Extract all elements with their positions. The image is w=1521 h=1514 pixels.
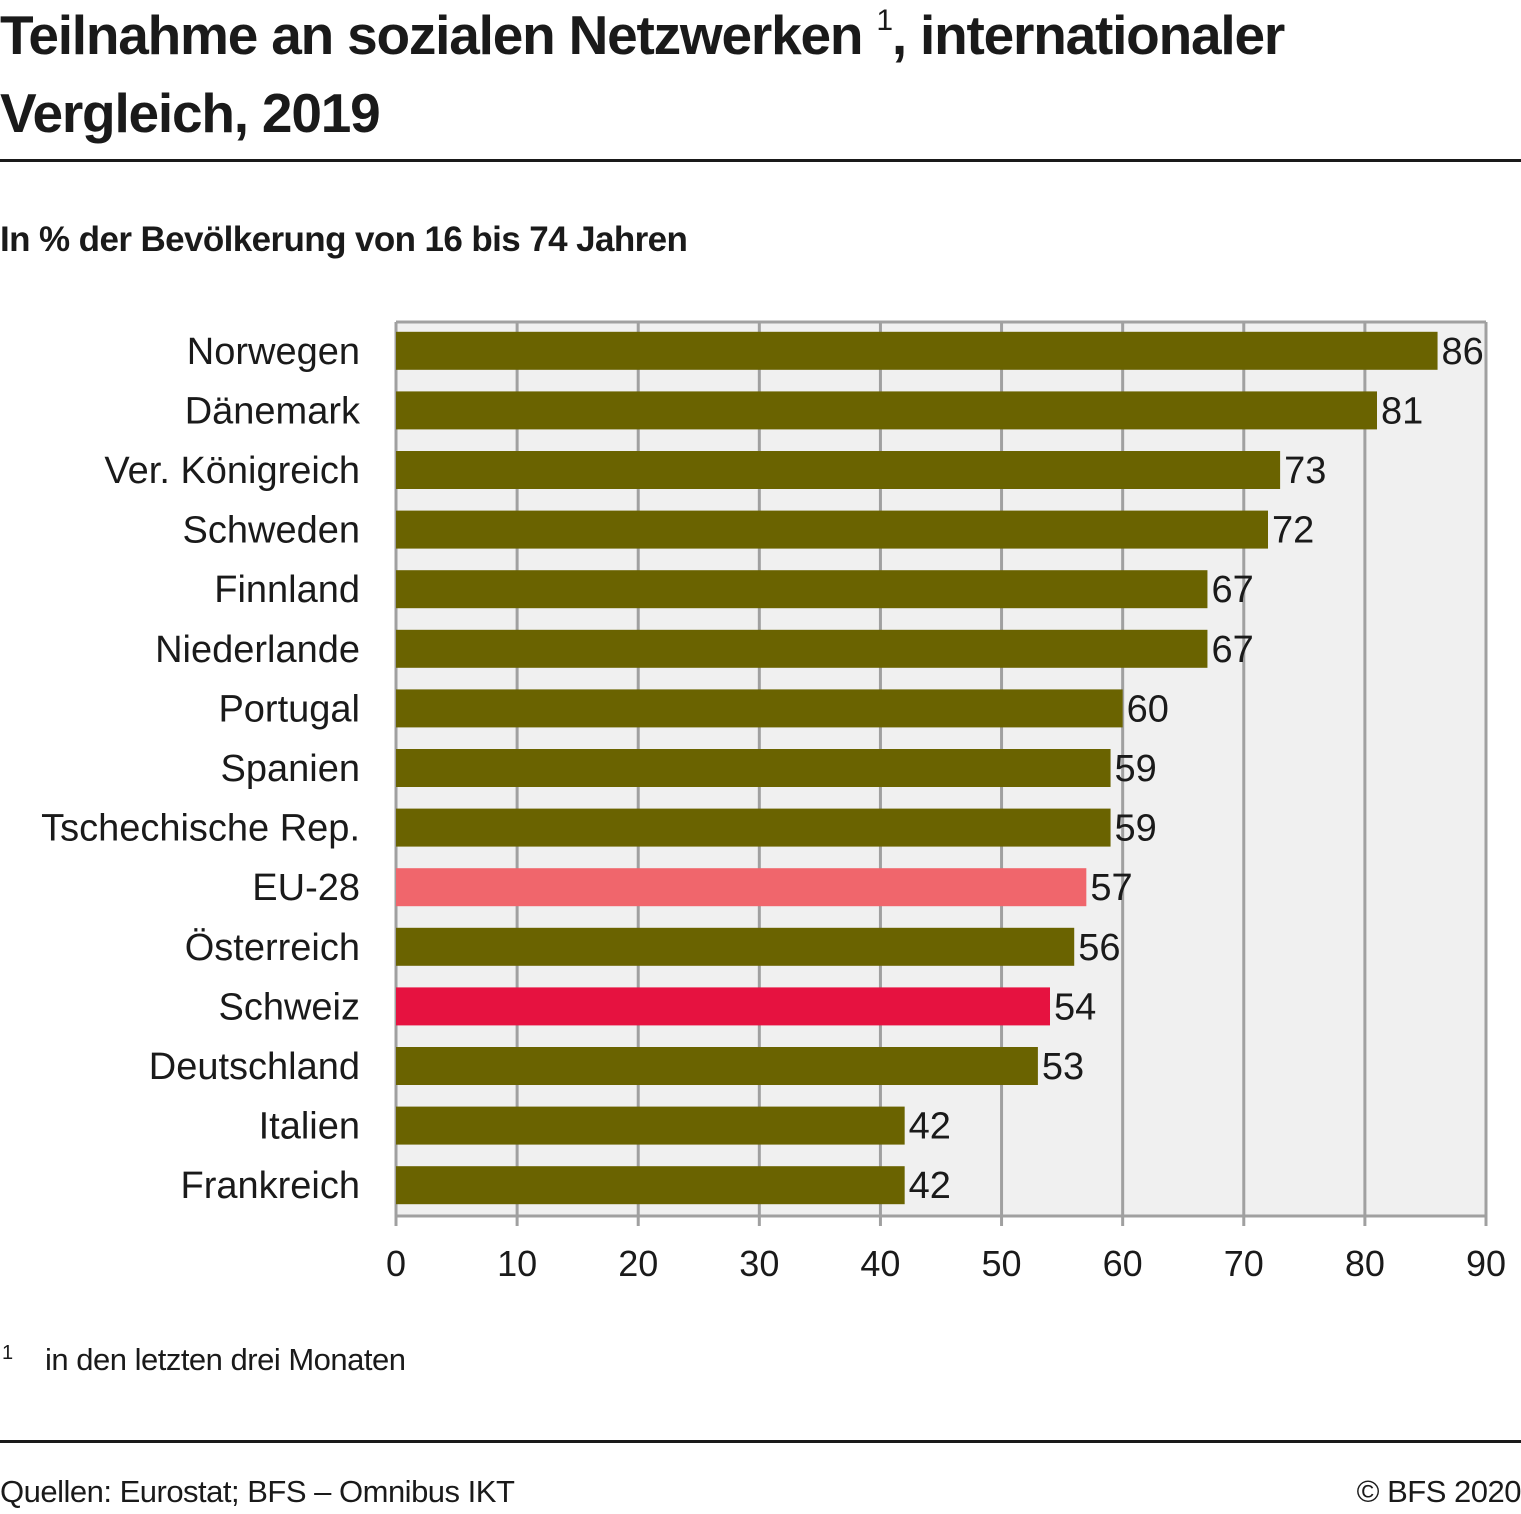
category-label: Tschechische Rep. [41, 808, 360, 850]
data-label: 67 [1211, 569, 1253, 611]
title-part1: Teilnahme an sozialen Netzwerken [0, 4, 863, 66]
category-label: Ver. Königreich [104, 450, 360, 492]
bar [396, 451, 1281, 489]
data-label: 67 [1211, 629, 1253, 671]
chart-subtitle: In % der Bevölkerung von 16 bis 74 Jahre… [0, 220, 688, 259]
data-label: 56 [1078, 927, 1120, 969]
data-label: 42 [909, 1106, 951, 1148]
x-tick-label: 30 [739, 1243, 779, 1284]
chart-title: Teilnahme an sozialen Netzwerken 1, inte… [0, 0, 1521, 152]
bar [396, 510, 1268, 549]
data-label: 60 [1127, 688, 1169, 730]
x-tick-label: 50 [982, 1243, 1022, 1284]
footer-divider [0, 1440, 1521, 1443]
data-label: 57 [1090, 867, 1132, 909]
source-text: Quellen: Eurostat; BFS – Omnibus IKT [0, 1474, 515, 1509]
x-tick-label: 0 [386, 1243, 406, 1284]
bar [396, 1047, 1038, 1085]
data-label: 59 [1115, 808, 1157, 850]
title-line2: Vergleich, 2019 [0, 82, 381, 144]
title-divider [0, 159, 1521, 162]
category-label: EU-28 [252, 867, 360, 909]
title-part2: , internationaler [891, 4, 1285, 66]
copyright-text: © BFS 2020 [1356, 1474, 1521, 1509]
category-label: Italien [259, 1106, 360, 1148]
data-label: 42 [909, 1165, 951, 1207]
bar [396, 629, 1208, 668]
category-label: Schweden [183, 510, 360, 552]
category-label: Portugal [218, 688, 360, 730]
bar [396, 689, 1123, 728]
x-tick-label: 20 [618, 1243, 658, 1284]
data-label: 86 [1442, 331, 1484, 373]
x-tick-label: 90 [1466, 1243, 1506, 1284]
data-label: 72 [1272, 510, 1314, 552]
bar [396, 987, 1050, 1026]
x-tick-label: 80 [1345, 1243, 1385, 1284]
category-label: Dänemark [185, 390, 361, 432]
category-label: Niederlande [155, 629, 360, 671]
data-label: 81 [1381, 390, 1423, 432]
data-label: 59 [1115, 748, 1157, 790]
category-label: Finnland [214, 569, 360, 611]
category-label: Schweiz [219, 986, 361, 1028]
footnote-marker: 1 [2, 1342, 14, 1364]
footnote-text: in den letzten drei Monaten [45, 1342, 406, 1377]
bar [396, 868, 1087, 907]
bar [396, 927, 1075, 966]
x-tick-label: 60 [1103, 1243, 1143, 1284]
data-label: 53 [1042, 1046, 1084, 1088]
bar [396, 391, 1377, 430]
bar [396, 1166, 905, 1205]
x-tick-label: 40 [860, 1243, 900, 1284]
x-tick-label: 10 [497, 1243, 537, 1284]
x-tick-label: 70 [1224, 1243, 1264, 1284]
category-label: Österreich [185, 927, 360, 969]
category-label: Norwegen [187, 331, 360, 373]
title-footnote-marker: 1 [876, 4, 893, 37]
data-label: 54 [1054, 986, 1096, 1028]
bar [396, 808, 1111, 847]
bar [396, 749, 1111, 787]
bar [396, 570, 1208, 609]
data-label: 73 [1284, 450, 1326, 492]
category-label: Deutschland [149, 1046, 360, 1088]
bar [396, 331, 1438, 370]
category-label: Spanien [221, 748, 360, 790]
bar-chart: Norwegen Dänemark Ver. Königreich Schweden F… [41, 320, 1506, 1284]
bar [396, 1106, 905, 1145]
category-label: Frankreich [181, 1165, 361, 1207]
